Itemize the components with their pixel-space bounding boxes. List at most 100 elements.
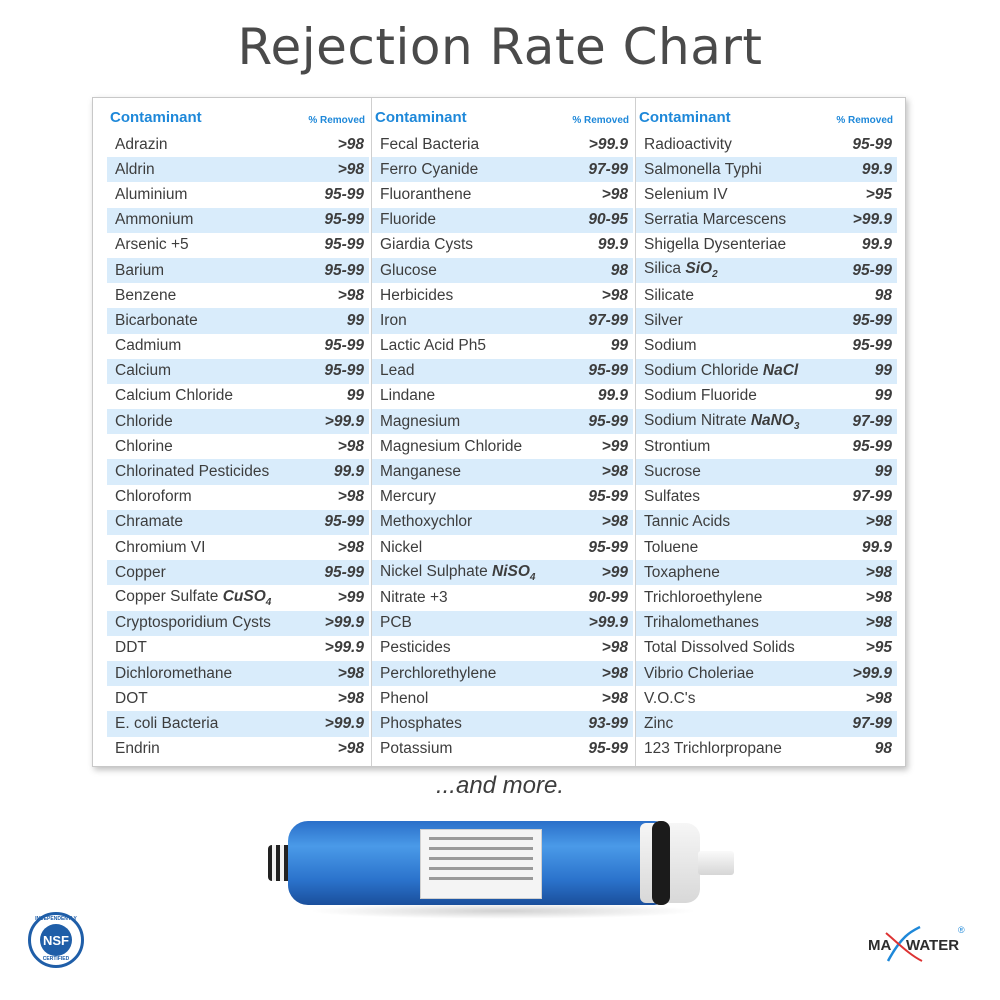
contaminant-name: Chloride <box>115 413 173 431</box>
percent-removed: 97-99 <box>852 488 892 506</box>
table-row: Chlorine >98 <box>107 434 369 459</box>
percent-removed: >99.9 <box>852 664 892 682</box>
contaminant-label: Manganese <box>380 463 462 481</box>
contaminant-label: Chlorine <box>115 437 173 455</box>
table-row: Aldrin >98 <box>107 157 369 183</box>
table-row: Nitrate +3 90-99 <box>372 585 633 610</box>
contaminant-name: Endrin <box>115 740 160 758</box>
table-row: Sodium Nitrate NaNO3 97-99 <box>636 409 897 435</box>
formula-text: NiSO <box>492 562 530 580</box>
table-row: Zinc 97-99 <box>636 711 897 737</box>
contaminant-label: Copper <box>115 563 166 581</box>
contaminant-name: Trihalomethanes <box>644 614 759 632</box>
contaminant-name: Ferro Cyanide <box>380 161 478 179</box>
percent-removed: 98 <box>610 261 628 279</box>
contaminant-name: Benzene <box>115 287 176 305</box>
percent-removed: 90-99 <box>588 588 628 606</box>
contaminant-label: Sucrose <box>644 463 701 481</box>
contaminant-name: Manganese <box>380 463 461 481</box>
contaminant-name: Pesticides <box>380 639 451 657</box>
contaminant-name: Copper <box>115 564 166 582</box>
percent-removed: 98 <box>874 740 892 758</box>
table-row: Cryptosporidium Cysts >99.9 <box>107 610 369 636</box>
percent-removed: 95-99 <box>852 135 892 153</box>
percent-removed: >98 <box>337 160 364 178</box>
table-row: Magnesium 95-99 <box>372 409 633 435</box>
contaminant-name: Bicarbonate <box>115 312 198 330</box>
contaminant-label: Sodium Fluoride <box>644 387 757 405</box>
contaminant-label: Trichloroethylene <box>644 588 763 606</box>
table-row: Fluoride 90-95 <box>372 207 633 233</box>
contaminant-label: Aluminium <box>115 185 188 203</box>
percent-removed: 99.9 <box>597 387 628 405</box>
contaminant-name: Potassium <box>380 740 452 758</box>
table-row: Dichloromethane >98 <box>107 660 369 687</box>
percent-removed: >98 <box>601 185 628 203</box>
contaminant-label: Mercury <box>380 488 436 506</box>
contaminant-label: E. coli Bacteria <box>115 714 219 732</box>
percent-removed: 99.9 <box>861 236 892 254</box>
contaminant-label: Fluoranthene <box>380 185 472 203</box>
contaminant-label: Bicarbonate <box>115 311 198 329</box>
percent-removed: >98 <box>601 689 628 707</box>
contaminant-label: Barium <box>115 261 165 279</box>
formula-subscript: 4 <box>529 571 536 583</box>
percent-removed: >95 <box>865 639 892 657</box>
table-row: Toxaphene >98 <box>636 560 897 586</box>
contaminant-label: Calcium Chloride <box>115 387 234 405</box>
percent-removed: 95-99 <box>852 261 892 279</box>
contaminant-name: V.O.C's <box>644 690 696 708</box>
contaminant-label: Nickel Sulphate <box>380 562 488 580</box>
table-row: Shigella Dysenteriae 99.9 <box>636 233 897 258</box>
percent-removed: 95-99 <box>588 362 628 380</box>
percent-removed: 99 <box>346 311 364 329</box>
contaminant-name: Toxaphene <box>644 564 720 582</box>
nsf-center-text: NSF <box>40 924 72 956</box>
rejection-rate-table: Contaminant % Removed Adrazin >98 Aldrin >9… <box>92 97 906 767</box>
percent-removed: >99.9 <box>324 412 364 430</box>
contaminant-name: Copper Sulfate CuSO4 <box>115 588 271 608</box>
table-row: Trihalomethanes >98 <box>636 610 897 636</box>
contaminant-label: Vibrio Choleriae <box>644 664 754 682</box>
percent-removed: >99.9 <box>324 639 364 657</box>
percent-removed: >98 <box>337 689 364 707</box>
contaminant-label: Herbicides <box>380 286 454 304</box>
percent-removed: 95-99 <box>588 488 628 506</box>
contaminant-name: Radioactivity <box>644 136 732 154</box>
row-list: Fecal Bacteria >99.9 Ferro Cyanide 97-99 Flu… <box>372 132 633 762</box>
contaminant-label: Pesticides <box>380 639 451 657</box>
ro-membrane-image <box>268 815 738 925</box>
percent-removed: 99 <box>874 362 892 380</box>
contaminant-name: Mercury <box>380 488 436 506</box>
contaminant-label: V.O.C's <box>644 689 696 707</box>
contaminant-label: Fecal Bacteria <box>380 135 480 153</box>
percent-removed: 99.9 <box>597 236 628 254</box>
contaminant-label: Lactic Acid Ph5 <box>380 337 486 355</box>
percent-removed: 95-99 <box>852 311 892 329</box>
column-header: Contaminant % Removed <box>107 98 369 132</box>
contaminant-label: Tannic Acids <box>644 513 731 531</box>
page-title: Rejection Rate Chart <box>237 18 763 76</box>
table-row: Benzene >98 <box>107 283 369 308</box>
contaminant-label: Ferro Cyanide <box>380 160 479 178</box>
contaminant-label: Zinc <box>644 714 674 732</box>
table-row: Silver 95-99 <box>636 308 897 334</box>
registered-mark: ® <box>958 925 965 935</box>
contaminant-label: Magnesium <box>380 412 461 430</box>
percent-removed: 93-99 <box>588 714 628 732</box>
table-row: Arsenic +5 95-99 <box>107 233 369 258</box>
contaminant-label: Chramate <box>115 513 184 531</box>
percent-removed: 98 <box>874 286 892 304</box>
contaminant-name: Iron <box>380 312 407 330</box>
contaminant-label: Calcium <box>115 362 171 380</box>
percent-removed: 97-99 <box>588 311 628 329</box>
table-row: Salmonella Typhi 99.9 <box>636 157 897 183</box>
percent-removed: 99.9 <box>333 463 364 481</box>
contaminant-name: Aluminium <box>115 186 187 204</box>
removed-header: % Removed <box>836 115 893 126</box>
table-row: Perchlorethylene >98 <box>372 660 633 687</box>
percent-removed: >98 <box>601 513 628 531</box>
percent-removed: >99.9 <box>852 211 892 229</box>
contaminant-name: PCB <box>380 614 412 632</box>
contaminant-label: Lead <box>380 362 415 380</box>
